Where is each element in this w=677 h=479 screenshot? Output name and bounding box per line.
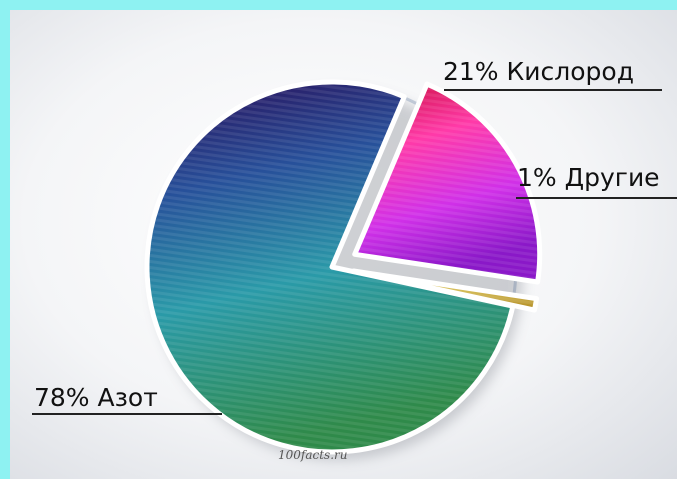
pie-chart: 21% Кислород 1% Другие 78% Азот 100facts… (32, 57, 677, 462)
pie-slice-oxygen-texture (354, 84, 540, 282)
pie-slice-nitrogen-texture (147, 81, 513, 452)
label-other: 1% Другие (517, 163, 660, 192)
label-nitrogen: 78% Азот (34, 383, 158, 412)
label-oxygen: 21% Кислород (443, 57, 634, 86)
chart-frame: 21% Кислород 1% Другие 78% Азот 100facts… (10, 10, 677, 479)
pie-slice-other-texture (353, 270, 537, 311)
leader-lines (32, 89, 677, 415)
watermark: 100facts.ru (278, 448, 347, 462)
